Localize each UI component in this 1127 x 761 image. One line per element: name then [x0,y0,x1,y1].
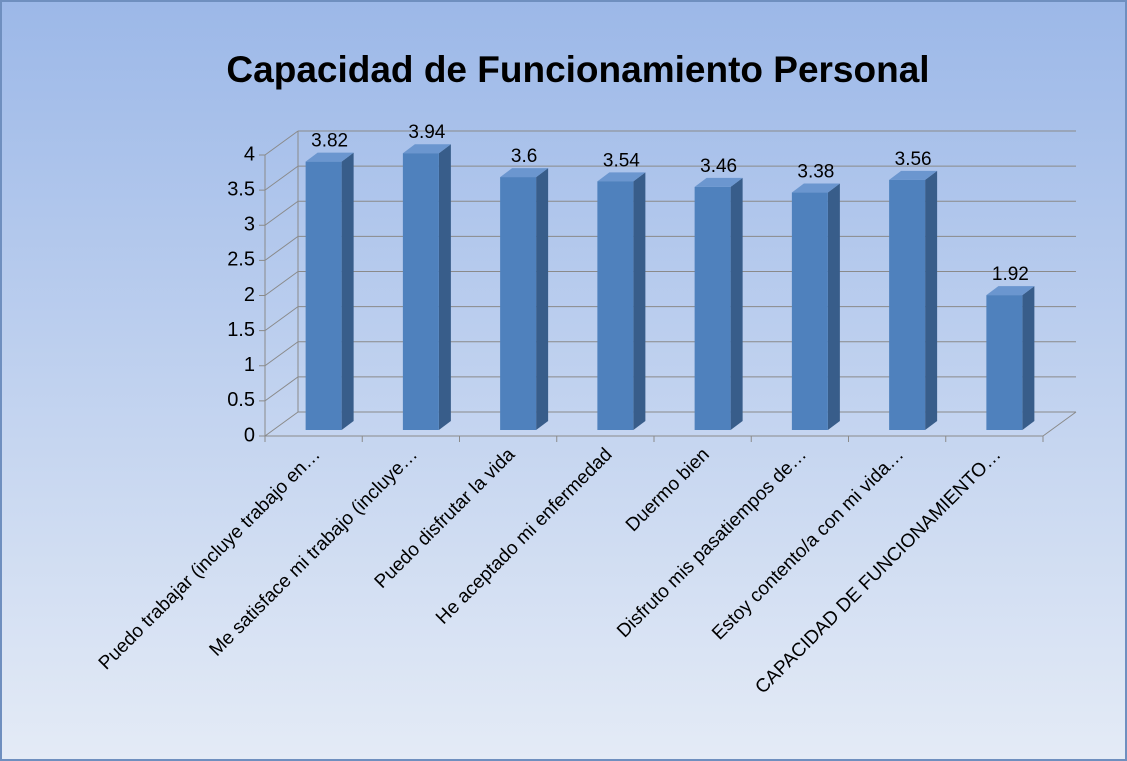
bar [694,186,731,430]
bar-side [438,144,451,430]
bar-side [925,170,938,430]
chart-title: Capacidad de Funcionamiento Personal [226,49,929,90]
y-tick-label: 2 [244,284,255,306]
value-label: 3.46 [700,156,737,177]
bar [889,179,926,430]
bar-side [341,152,354,430]
value-label: 3.54 [603,150,640,171]
bar-top [500,168,549,178]
grid-line [264,165,299,191]
bar-side [827,183,840,430]
grid-line [264,200,299,226]
y-tick-label: 1 [244,354,255,376]
value-label: 3.38 [797,162,834,183]
bar-top [986,286,1035,296]
value-label: 3.56 [895,149,932,170]
bar-top [305,152,354,162]
value-label: 3.82 [311,131,348,152]
y-tick-label: 3 [244,214,255,236]
bar [597,181,634,430]
value-label: 3.6 [511,146,537,167]
bar-side [1022,286,1035,430]
bar-side [730,177,743,430]
grid-line [264,271,299,296]
bar-top [402,144,451,154]
y-tick-label: 4 [244,143,255,165]
bar [500,177,537,430]
bar [986,295,1023,430]
grid-line [264,235,299,261]
y-tick-label: 1.5 [227,319,255,341]
bar-top [791,183,840,193]
bar-top [889,170,938,180]
bar [791,192,828,430]
y-tick-label: 2.5 [227,249,255,271]
bar-side [633,172,646,430]
bar-side [536,168,549,430]
grid-line [264,130,299,156]
bar-top [597,172,646,182]
y-tick-label: 0 [244,424,255,446]
grid-line [264,376,299,402]
bar [402,153,439,430]
y-tick-label: 0.5 [227,389,255,411]
grid-line [264,411,299,437]
grid-line [264,306,299,332]
value-label: 3.94 [408,122,445,143]
bar [305,161,342,430]
y-tick-label: 3.5 [227,178,255,200]
axis-line [1042,411,1077,437]
grid-line [264,341,299,367]
bar-top [694,177,743,187]
value-label: 1.92 [992,264,1029,285]
